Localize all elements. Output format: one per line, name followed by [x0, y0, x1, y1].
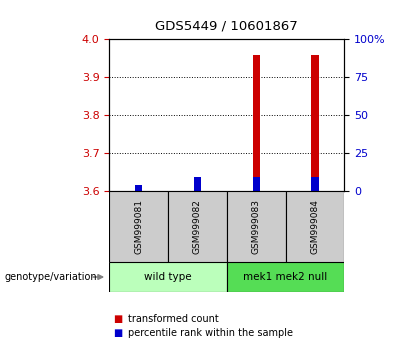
Text: GSM999084: GSM999084: [310, 199, 320, 254]
Bar: [312, 177, 318, 191]
Bar: [109, 191, 168, 262]
Bar: [194, 177, 201, 191]
Bar: [286, 191, 344, 262]
Bar: [253, 177, 260, 191]
Bar: [253, 55, 260, 191]
Text: GSM999083: GSM999083: [252, 199, 261, 254]
Bar: [168, 191, 227, 262]
Bar: [194, 181, 201, 191]
Text: mek1 mek2 null: mek1 mek2 null: [244, 272, 328, 282]
Bar: [227, 262, 344, 292]
Bar: [135, 185, 142, 191]
Text: GSM999082: GSM999082: [193, 199, 202, 254]
Text: GSM999081: GSM999081: [134, 199, 143, 254]
Bar: [109, 262, 227, 292]
Text: ■: ■: [113, 328, 123, 338]
Text: transformed count: transformed count: [128, 314, 219, 324]
Bar: [227, 191, 286, 262]
Bar: [135, 188, 142, 191]
Text: percentile rank within the sample: percentile rank within the sample: [128, 328, 293, 338]
Text: wild type: wild type: [144, 272, 192, 282]
Text: genotype/variation: genotype/variation: [4, 272, 97, 282]
Bar: [312, 55, 318, 191]
Text: ■: ■: [113, 314, 123, 324]
Text: GDS5449 / 10601867: GDS5449 / 10601867: [155, 19, 298, 33]
